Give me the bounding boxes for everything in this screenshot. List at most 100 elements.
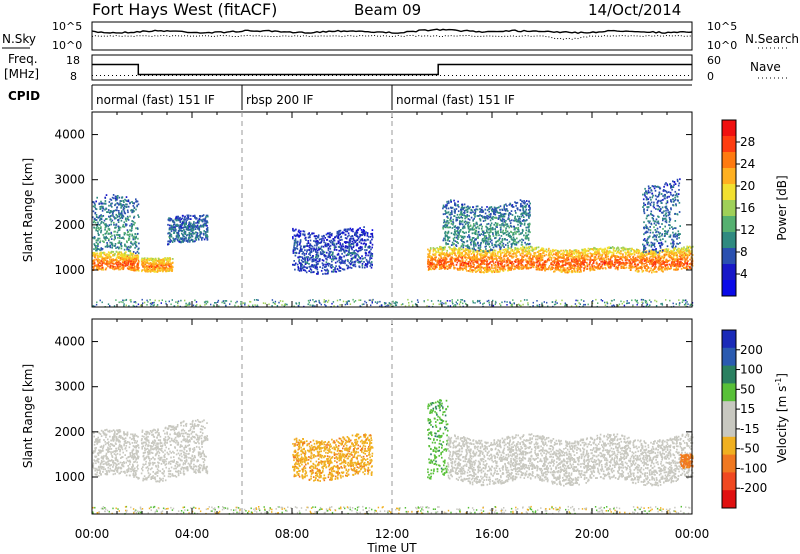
echo-point bbox=[124, 223, 127, 225]
echo-point bbox=[166, 259, 168, 261]
echo-point bbox=[125, 251, 127, 254]
echo-point bbox=[134, 233, 136, 235]
echo-point bbox=[188, 240, 191, 242]
echo-point bbox=[103, 257, 105, 260]
echo-point bbox=[608, 266, 611, 269]
echo-point bbox=[544, 269, 546, 272]
echo-point bbox=[588, 248, 591, 251]
echo-point bbox=[111, 219, 114, 222]
echo-point bbox=[675, 266, 678, 269]
echo-point bbox=[350, 254, 352, 257]
echo-point bbox=[512, 263, 515, 265]
echo-point bbox=[341, 248, 344, 251]
echo-point bbox=[646, 270, 648, 272]
echo-point bbox=[600, 260, 602, 263]
echo-point bbox=[195, 237, 197, 240]
echo-point bbox=[124, 198, 126, 201]
echo-point bbox=[666, 268, 668, 271]
echo-point bbox=[117, 234, 120, 236]
echo-point bbox=[356, 231, 359, 234]
echo-point bbox=[462, 254, 465, 257]
echo-point bbox=[580, 270, 582, 272]
echo-point bbox=[157, 257, 160, 260]
echo-point bbox=[309, 239, 312, 242]
echo-point bbox=[545, 251, 548, 253]
echo-point bbox=[175, 219, 178, 222]
echo-point bbox=[110, 258, 113, 261]
echo-point bbox=[138, 216, 140, 218]
echo-point bbox=[336, 253, 339, 256]
echo-point bbox=[483, 263, 486, 265]
echo-point bbox=[315, 248, 318, 250]
echo-point bbox=[189, 224, 191, 227]
echo-point bbox=[443, 260, 446, 263]
echo-point bbox=[555, 249, 557, 251]
echo-point bbox=[111, 262, 114, 265]
echo-point bbox=[604, 247, 606, 250]
echo-point bbox=[110, 241, 113, 244]
echo-point bbox=[97, 265, 100, 267]
echo-point bbox=[503, 255, 505, 258]
echo-point bbox=[132, 243, 134, 246]
echo-point bbox=[151, 265, 153, 267]
echo-point bbox=[98, 252, 101, 255]
echo-point bbox=[293, 260, 295, 262]
echo-point bbox=[131, 242, 133, 245]
echo-point bbox=[113, 254, 116, 257]
echo-point bbox=[176, 238, 179, 241]
echo-point bbox=[572, 252, 575, 254]
echo-point bbox=[506, 251, 508, 254]
echo-point bbox=[607, 250, 609, 253]
echo-point bbox=[589, 260, 591, 263]
echo-point bbox=[316, 260, 319, 263]
echo-point bbox=[126, 255, 129, 258]
echo-point bbox=[197, 237, 200, 240]
echo-point bbox=[562, 266, 564, 269]
echo-point bbox=[315, 255, 318, 257]
echo-point bbox=[158, 267, 161, 270]
echo-point bbox=[471, 260, 473, 263]
echo-point bbox=[655, 266, 657, 268]
echo-point bbox=[682, 264, 685, 267]
echo-point bbox=[301, 250, 303, 252]
echo-point bbox=[120, 253, 122, 256]
echo-point bbox=[122, 260, 124, 262]
echo-point bbox=[127, 231, 129, 233]
echo-point bbox=[116, 209, 118, 212]
echo-point bbox=[686, 254, 689, 256]
echo-point bbox=[642, 253, 644, 255]
echo-point bbox=[355, 235, 358, 238]
echo-point bbox=[115, 263, 118, 266]
echo-point bbox=[299, 233, 302, 235]
echo-point bbox=[304, 261, 307, 264]
echo-point bbox=[564, 258, 567, 261]
echo-point bbox=[340, 245, 343, 248]
echo-point bbox=[92, 216, 94, 219]
echo-point bbox=[499, 268, 501, 270]
echo-point bbox=[195, 225, 198, 228]
echo-point bbox=[607, 255, 609, 258]
echo-point bbox=[685, 250, 688, 252]
echo-point bbox=[654, 261, 657, 264]
echo-point bbox=[109, 215, 112, 217]
echo-point bbox=[427, 256, 429, 258]
echo-point bbox=[498, 251, 500, 253]
echo-point bbox=[316, 249, 319, 252]
echo-point bbox=[609, 262, 612, 265]
echo-point bbox=[662, 257, 665, 260]
echo-point bbox=[178, 239, 181, 241]
echo-point bbox=[110, 210, 112, 213]
echo-point bbox=[480, 269, 482, 272]
echo-point bbox=[512, 268, 515, 271]
echo-point bbox=[321, 259, 324, 261]
echo-point bbox=[522, 249, 525, 251]
echo-point bbox=[308, 263, 310, 265]
echo-point bbox=[339, 255, 341, 258]
echo-point bbox=[131, 227, 133, 229]
echo-point bbox=[556, 266, 559, 269]
echo-point bbox=[477, 262, 479, 265]
echo-point bbox=[132, 238, 135, 241]
echo-point bbox=[480, 255, 482, 258]
echo-point bbox=[148, 265, 151, 268]
echo-point bbox=[450, 263, 452, 265]
